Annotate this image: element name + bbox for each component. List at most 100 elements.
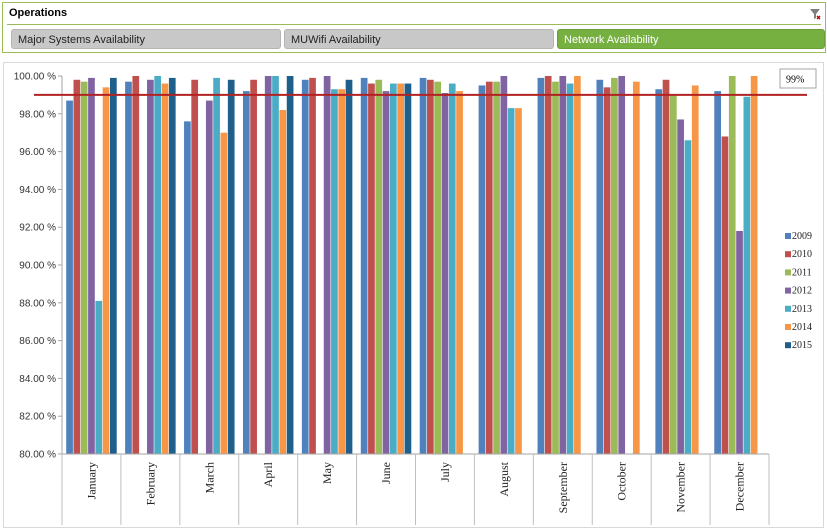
bar [102, 87, 110, 454]
bar [73, 79, 81, 454]
bar [80, 81, 88, 455]
legend-swatch [785, 251, 791, 258]
bar [736, 230, 743, 454]
slicer-divider [7, 24, 821, 25]
x-tick-label: January [84, 462, 98, 499]
bar [279, 110, 287, 454]
target-label: 99% [786, 75, 804, 86]
bar [264, 76, 272, 454]
bar [125, 81, 132, 455]
bar [684, 140, 692, 454]
y-tick-label: 96.00 % [19, 147, 56, 158]
bar [493, 81, 500, 455]
bar [669, 94, 677, 455]
bar [95, 300, 103, 454]
bar [147, 79, 154, 454]
bar [88, 77, 95, 454]
y-tick-label: 86.00 % [19, 336, 56, 347]
x-tick-label: September [556, 462, 570, 513]
bar [389, 83, 397, 454]
bar [404, 83, 412, 454]
y-tick-label: 94.00 % [19, 185, 56, 196]
slicer-title: Operations [9, 7, 68, 19]
x-tick-label: May [320, 462, 334, 484]
x-tick-label: December [733, 462, 747, 511]
bar [537, 77, 545, 454]
bar [632, 81, 640, 455]
bar [691, 85, 699, 454]
bar [309, 77, 316, 454]
availability-chart: 80.00 % 82.00 % 84.00 % 86.00 % 88.00 % 90.00… [14, 68, 817, 525]
legend-label: 2011 [792, 267, 812, 278]
bar [714, 91, 721, 455]
bar [507, 108, 515, 454]
bar [515, 108, 522, 454]
legend-swatch [785, 342, 791, 349]
bar [272, 76, 279, 454]
legend-swatch [785, 287, 791, 294]
bar [485, 81, 493, 455]
bar [220, 132, 228, 454]
bar [66, 100, 73, 454]
bar [456, 91, 463, 455]
bar [728, 76, 736, 454]
availability-chart-area: 80.00 % 82.00 % 84.00 % 86.00 % 88.00 % 90.00… [3, 62, 824, 528]
legend-swatch [785, 324, 791, 330]
bar [161, 83, 169, 454]
x-tick-label: October [615, 462, 629, 501]
bar [323, 76, 331, 454]
legend-label: 2012 [792, 286, 812, 297]
bar [662, 79, 670, 454]
legend-swatch [785, 269, 791, 276]
bar [478, 85, 486, 454]
bar [500, 76, 508, 454]
bar [360, 77, 368, 454]
bar [205, 100, 213, 454]
legend-label: 2015 [792, 340, 812, 351]
bar [227, 79, 235, 454]
network-availability-button[interactable]: Network Availability [557, 29, 825, 49]
bar [191, 79, 199, 454]
clear-filter-icon[interactable] [809, 8, 821, 20]
muwifi-availability-button[interactable]: MUWifi Availability [284, 29, 554, 49]
bar [132, 76, 140, 454]
target-label-box [779, 68, 817, 89]
bar [596, 79, 604, 454]
bar [213, 77, 220, 454]
bar [331, 89, 338, 455]
bar [655, 89, 663, 455]
bar [603, 87, 611, 454]
bar [566, 83, 574, 454]
bar [743, 96, 751, 454]
y-tick-label: 82.00 % [19, 412, 56, 423]
bar [338, 89, 346, 455]
bar [721, 136, 729, 454]
bar [382, 91, 390, 455]
bar [368, 83, 375, 454]
bar [345, 79, 353, 454]
x-tick-label: July [438, 462, 452, 482]
major-systems-availability-button[interactable]: Major Systems Availability [11, 29, 281, 49]
x-tick-label: February [143, 462, 157, 505]
bar [441, 93, 449, 454]
x-tick-label: June [379, 462, 393, 484]
bar [397, 83, 404, 454]
x-tick-label: November [674, 462, 688, 513]
bar [286, 76, 294, 454]
bar [552, 81, 559, 455]
legend-label: 2013 [792, 304, 812, 315]
operations-slicer: Operations Major Systems Availability MU… [2, 2, 826, 53]
bar [574, 76, 581, 454]
x-tick-label: August [497, 461, 511, 496]
legend-label: 2010 [792, 249, 812, 260]
bar [618, 76, 626, 454]
x-tick-label: March [202, 462, 216, 493]
bar [677, 119, 684, 454]
bar [242, 91, 250, 455]
y-tick-label: 100.00 % [14, 72, 56, 83]
bar [375, 79, 383, 454]
bar [184, 121, 191, 455]
bar [427, 79, 434, 454]
legend-label: 2014 [792, 322, 812, 333]
bar [110, 77, 117, 454]
